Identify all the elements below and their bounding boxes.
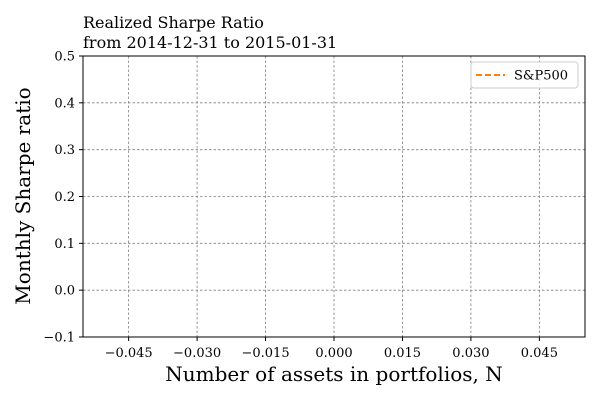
x-tick-label: −0.045 [105, 346, 153, 361]
grid [83, 55, 585, 338]
x-tick-label: 0.045 [521, 346, 558, 361]
y-tick-label: 0.1 [54, 237, 75, 252]
y-tick-label: 0.3 [54, 143, 75, 158]
y-tick-label: 0.2 [54, 190, 75, 205]
x-tick-label: −0.015 [241, 346, 289, 361]
x-tick-label: 0.030 [452, 346, 489, 361]
x-tick-label: 0.015 [384, 346, 421, 361]
y-axis: −0.1 0.0 0.1 0.2 0.3 0.4 0.5 [43, 50, 83, 346]
x-axis-label: Number of assets in portfolios, N [165, 362, 502, 386]
y-tick-label: 0.4 [54, 96, 75, 111]
legend-label-sp500: S&P500 [514, 69, 568, 84]
chart-title-line-2: from 2014-12-31 to 2015-01-31 [83, 33, 337, 52]
legend: S&P500 [470, 61, 579, 89]
y-tick-label: 0.5 [54, 50, 75, 65]
x-axis: −0.045 −0.030 −0.015 0.000 0.015 0.030 0.045 [105, 337, 558, 361]
legend-box [470, 61, 579, 89]
y-axis-label: Monthly Sharpe ratio [11, 87, 35, 304]
x-tick-label: 0.000 [315, 346, 352, 361]
x-tick-label: −0.030 [173, 346, 221, 361]
y-tick-label: −0.1 [43, 331, 75, 346]
chart-title-line-1: Realized Sharpe Ratio [83, 13, 264, 32]
y-tick-label: 0.0 [54, 284, 75, 299]
